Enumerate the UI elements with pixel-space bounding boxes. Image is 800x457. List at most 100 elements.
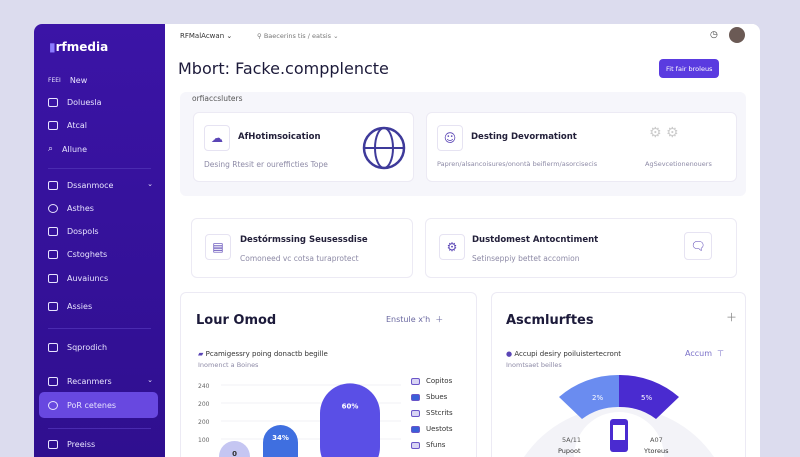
divider [48,168,151,169]
avatar[interactable] [729,27,745,43]
info-card[interactable]: ⚙ Dustdomest Antocntiment Setinseppiy be… [425,218,737,278]
legend-item: Sbues [411,393,447,401]
sidebar-item-1[interactable]: Doluesla [48,98,102,107]
sidebar-item-11[interactable]: Recanmers [48,377,112,386]
gauge-chart: 2% 5% 5A/11 Pupoot A07 Ytoreus [524,374,714,457]
sidebar-label: Dssanmoce [67,181,114,190]
sidebar-item-12[interactable]: PoR cetenes [48,401,116,410]
panel-title: Ascmlurftes [506,313,594,328]
sidebar-item-3[interactable]: ⌕ Allune [48,144,87,154]
sidebar-item-6[interactable]: Dospols [48,227,99,236]
inbox-icon [48,98,58,107]
chat-icon[interactable]: 🗨 [684,232,712,260]
card-title: Dustdomest Antocntiment [472,235,599,245]
panel-title: Lour Omod [196,313,277,328]
badge-icon: ● [506,350,513,358]
sidebar-item-active-bg[interactable] [39,392,158,418]
feature-card[interactable]: ☺ Desting Devormationt Papren/alsancoisu… [426,112,737,182]
gauge-action-text: Accum [685,349,712,358]
sidebar-item-2[interactable]: Atcal [48,121,87,130]
sidebar-item-new[interactable]: FEEI New [48,76,87,85]
card-icon [48,250,58,259]
sidebar-label: Auvaiuncs [67,274,109,283]
user-icon: ☺ [437,125,463,151]
legend-label: Uestots [426,425,453,433]
card-desc: Comoneed vc cotsa turaprotect [240,254,359,263]
legend-item: Copitos [411,377,452,385]
gear-icon: ⚙ [439,234,465,260]
brand-name: rfmedia [55,40,109,54]
sidebar-label: Recanmers [67,377,112,386]
bar-label: 0 [232,450,237,457]
right-panel: Ascmlurftes ＋ ● Accupi desiry poiluister… [491,292,746,457]
globe-icon [362,126,406,170]
chart-caption: Inomenct a Boines [198,361,259,369]
y-tick-label: 240 [198,383,210,390]
main-content: RFMalAcwan ⌄ ⚲ Baecerins tis / eatsis ⌄ … [165,24,760,457]
sidebar-item-10[interactable]: Sqprodich [48,343,107,352]
legend-label: Copitos [426,377,453,385]
sidebar-item-4[interactable]: Dssanmoce [48,181,113,190]
y-tick-label: 100 [198,437,210,444]
y-tick-label: 200 [198,419,210,426]
right-label: Ytoreus [643,447,669,455]
users-icon [48,227,58,236]
sidebar-label: Doluesla [67,98,102,107]
left-panel: Lour Omod Enstule x'h ＋ ▰ Pcamigessry po… [180,292,477,457]
gauge-subtitle: ● Accupi desiry poiluistertecront [506,350,621,358]
card-desc: Papren/alsancoisures/onontà beifierm/aso… [437,160,598,168]
right-value: A07 [650,436,663,444]
gauge-segment [619,374,679,419]
chevron-down-icon[interactable]: ⌄ [147,376,153,384]
legend-swatch [411,409,420,417]
sidebar-item-13[interactable]: Preeiss [48,440,95,449]
subtitle-text: Pcamigessry poing donactb begille [205,350,328,358]
page-title: Mbort: Facke.compplencte [178,59,389,78]
sidebar: ▮rfmedia FEEI New Doluesla Atcal ⌕ Allune … [34,24,165,457]
card-desc: Setinseppiy bettet accomion [472,254,580,263]
clipboard-icon: ▤ [205,234,231,260]
workspace-switcher[interactable]: RFMalAcwan ⌄ [180,32,233,40]
sidebar-label: Assies [67,302,93,311]
gauge-caption: Inomtsaet beilles [506,361,562,369]
add-icon[interactable]: ＋ [726,311,737,324]
bar [263,425,298,457]
divider [48,328,151,329]
sidebar-item-7[interactable]: Cstoghets [48,250,107,259]
primary-action-button[interactable]: Fit fair broleus [659,59,720,78]
divider [48,428,151,429]
box-icon [48,302,58,311]
breadcrumb-text: Baecerins tis / eatsis [263,32,332,40]
bar-label: 60% [342,402,359,410]
briefcase-icon [48,343,58,352]
legend-item: Sfuns [411,441,445,449]
workspace-name: RFMalAcwan [180,32,225,40]
card-desc: Desing Rtesit er ourefficties Tope [204,160,328,169]
gears-icon: ⚙ ⚙ [649,125,679,141]
clock-icon[interactable]: ◷ [710,30,718,40]
card-title: Desting Devormationt [471,132,577,142]
gauge-action[interactable]: Accum ⊤ [685,349,725,358]
sidebar-label: Cstoghets [67,250,108,259]
section-label: orfiaccsluters [192,94,243,103]
new-prefix: FEEI [48,77,61,84]
feature-card[interactable]: ☁ AfHotimsoication Desing Rtesit er oure… [193,112,414,182]
grid-icon [48,274,58,283]
sidebar-item-8[interactable]: Auvaiuncs [48,274,108,283]
panel-action-text: Enstule x'h [386,315,431,324]
sidebar-item-9[interactable]: Assies [48,302,92,311]
sidebar-item-5[interactable]: Asthes [48,204,94,213]
sidebar-label: Sqprodich [67,343,108,352]
sidebar-label: Dospols [67,227,99,236]
subtitle-text: Accupi desiry poiluistertecront [514,350,622,358]
circle-icon [48,204,58,213]
breadcrumb[interactable]: ⚲ Baecerins tis / eatsis ⌄ [257,32,339,40]
search-icon: ⌕ [48,144,54,154]
chevron-down-icon[interactable]: ⌄ [147,180,153,188]
gauge-segment [559,374,619,419]
info-card[interactable]: ▤ Destórmssing Seusessdise Comoneed vc c… [191,218,413,278]
panel-action[interactable]: Enstule x'h ＋ [386,315,444,324]
chart-subtitle: ▰ Pcamigessry poing donactb begille [198,350,328,358]
sidebar-label: Asthes [67,204,94,213]
sidebar-label: Allune [62,144,88,154]
